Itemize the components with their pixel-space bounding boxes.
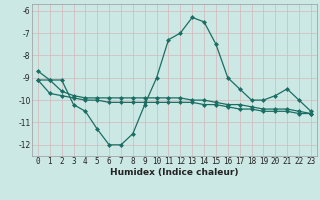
X-axis label: Humidex (Indice chaleur): Humidex (Indice chaleur) [110,168,239,177]
